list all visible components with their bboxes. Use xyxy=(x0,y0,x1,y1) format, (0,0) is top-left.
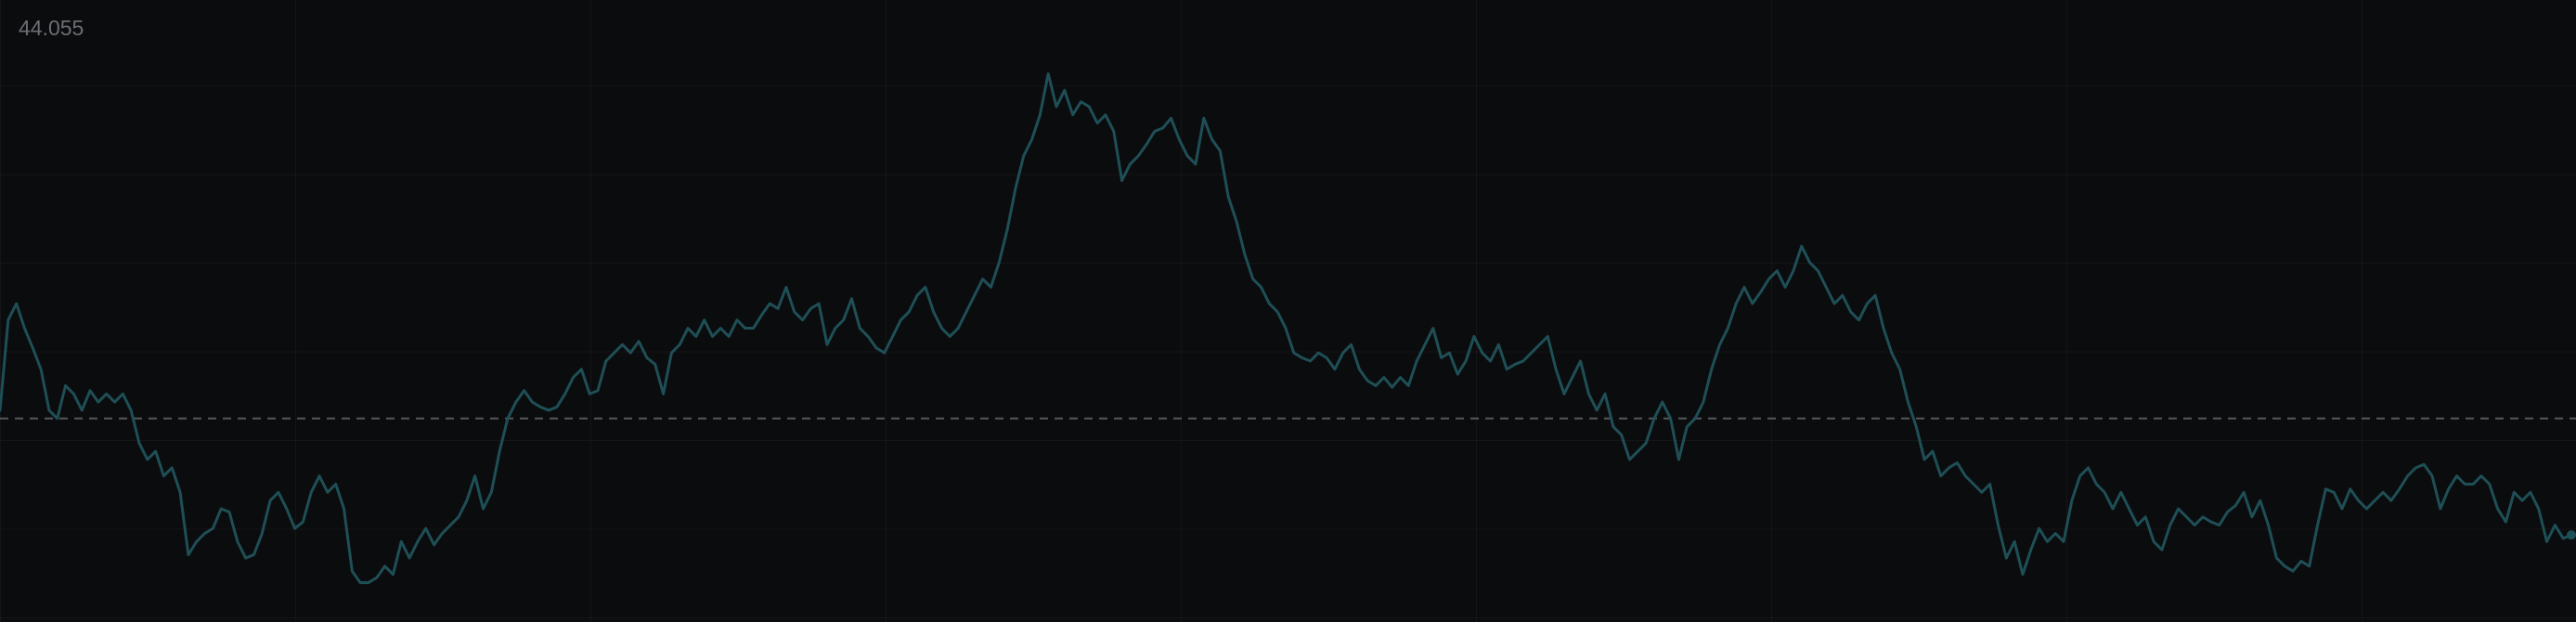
line xyxy=(0,72,2573,585)
last-point xyxy=(2567,530,2576,540)
value-label: 44.055 xyxy=(19,16,84,40)
